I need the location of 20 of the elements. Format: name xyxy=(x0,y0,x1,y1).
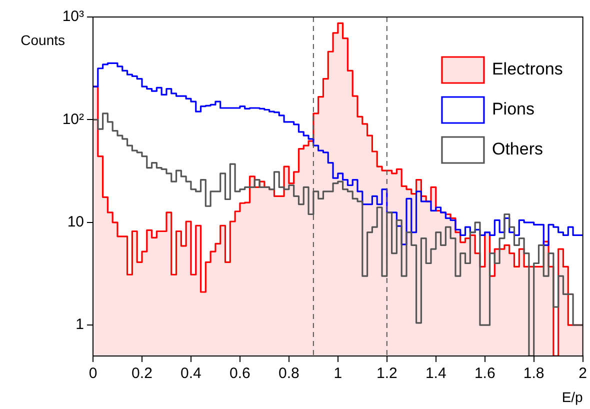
x-tick-label: 1 xyxy=(334,365,342,382)
y-tick-label: 10 xyxy=(67,214,84,231)
x-tick-label: 2 xyxy=(578,365,587,382)
y-axis-title: Counts xyxy=(20,32,65,48)
x-tick-label: 0.2 xyxy=(132,365,152,382)
legend-label: Others xyxy=(492,140,543,159)
legend-label: Pions xyxy=(492,100,534,119)
y-tick-label: 10³ xyxy=(62,8,84,26)
x-tick-label: 1.4 xyxy=(425,365,446,382)
x-tick-label: 1.6 xyxy=(474,365,496,382)
legend-label: Electrons xyxy=(492,60,563,79)
x-tick-label: 0 xyxy=(88,365,98,382)
x-axis-title: E/p xyxy=(562,389,584,405)
x-tick-label: 1.8 xyxy=(523,365,544,382)
x-tick-label: 0.8 xyxy=(278,365,300,382)
y-tick-label: 10² xyxy=(62,110,84,128)
x-tick-label: 0.6 xyxy=(230,365,250,382)
x-tick-label: 0.4 xyxy=(180,365,202,382)
x-tick-label: 1.2 xyxy=(376,365,398,382)
y-tick-label: 1 xyxy=(76,316,84,334)
